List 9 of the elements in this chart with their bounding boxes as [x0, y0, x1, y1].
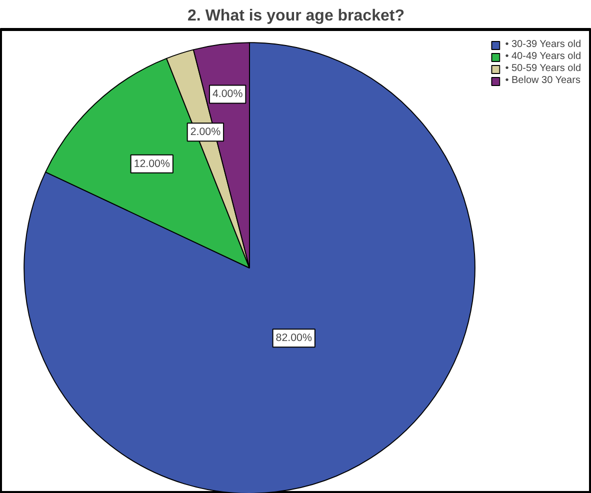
legend-label: • 40-49 Years old — [505, 51, 581, 62]
legend-label: • Below 30 Years — [505, 75, 580, 86]
chart-title: 2. What is your age bracket? — [188, 8, 404, 24]
data-label: 2.00% — [190, 126, 222, 138]
data-label: 12.00% — [134, 158, 170, 170]
data-label: 4.00% — [212, 88, 244, 100]
data-label: 82.00% — [276, 332, 312, 344]
legend-label: • 50-59 Years old — [505, 63, 581, 74]
legend-label: • 30-39 Years old — [505, 39, 581, 50]
